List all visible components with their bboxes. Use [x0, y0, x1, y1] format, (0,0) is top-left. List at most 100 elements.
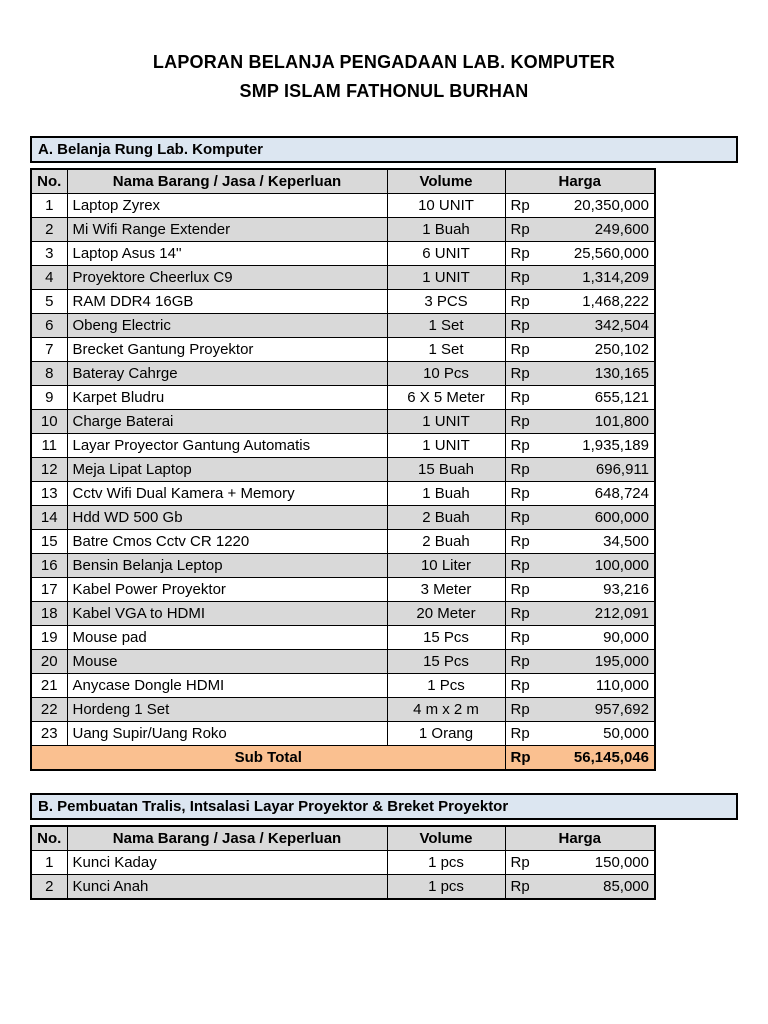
item-price: Rp 85,000	[504, 874, 656, 900]
item-name: Bateray Cahrge	[66, 361, 388, 386]
table-row: 2 Mi Wifi Range Extender 1 Buah Rp 249,600	[30, 217, 656, 242]
item-price: Rp 600,000	[504, 505, 656, 530]
row-number: 1	[30, 850, 68, 875]
section-a-header: A. Belanja Rung Lab. Komputer	[30, 136, 738, 163]
item-name: Mouse	[66, 649, 388, 674]
currency-label: Rp	[510, 629, 530, 646]
table-row: 2 Kunci Anah 1 pcs Rp 85,000	[30, 874, 656, 900]
amount: 648,724	[594, 485, 649, 502]
report-title: LAPORAN BELANJA PENGADAAN LAB. KOMPUTER …	[30, 48, 738, 106]
item-volume: 1 Buah	[386, 217, 506, 242]
row-number: 18	[30, 601, 68, 626]
table-row: 9 Karpet Bludru 6 X 5 Meter Rp 655,121	[30, 385, 656, 410]
table-row: 22 Hordeng 1 Set 4 m x 2 m Rp 957,692	[30, 697, 656, 722]
table-row: 19 Mouse pad 15 Pcs Rp 90,000	[30, 625, 656, 650]
column-header-no: No.	[30, 168, 68, 194]
table-row: 20 Mouse 15 Pcs Rp 195,000	[30, 649, 656, 674]
item-price: Rp 957,692	[504, 697, 656, 722]
column-header-volume: Volume	[386, 168, 506, 194]
currency-label: Rp	[510, 293, 530, 310]
item-name: Layar Proyector Gantung Automatis	[66, 433, 388, 458]
item-price: Rp 696,911	[504, 457, 656, 482]
amount: 93,216	[603, 581, 649, 598]
amount: 25,560,000	[573, 245, 649, 262]
item-name: Hdd WD 500 Gb	[66, 505, 388, 530]
row-number: 10	[30, 409, 68, 434]
item-price: Rp 212,091	[504, 601, 656, 626]
currency-label: Rp	[510, 437, 530, 454]
currency-label: Rp	[510, 509, 530, 526]
table-row: 6 Obeng Electric 1 Set Rp 342,504	[30, 313, 656, 338]
item-price: Rp 150,000	[504, 850, 656, 875]
column-header-no: No.	[30, 825, 68, 851]
item-volume: 1 pcs	[386, 850, 506, 875]
row-number: 20	[30, 649, 68, 674]
item-name: Proyektore Cheerlux C9	[66, 265, 388, 290]
amount: 50,000	[603, 725, 649, 742]
item-name: Kunci Kaday	[66, 850, 388, 875]
item-volume: 10 UNIT	[386, 193, 506, 218]
item-name: Cctv Wifi Dual Kamera + Memory	[66, 481, 388, 506]
row-number: 19	[30, 625, 68, 650]
subtotal-price: Rp 56,145,046	[504, 745, 656, 771]
row-number: 8	[30, 361, 68, 386]
item-price: Rp 101,800	[504, 409, 656, 434]
item-name: Mi Wifi Range Extender	[66, 217, 388, 242]
amount: 20,350,000	[573, 197, 649, 214]
item-price: Rp 50,000	[504, 721, 656, 746]
currency-label: Rp	[510, 533, 530, 550]
item-price: Rp 1,935,189	[504, 433, 656, 458]
item-price: Rp 1,468,222	[504, 289, 656, 314]
currency-label: Rp	[510, 653, 530, 670]
section-b-body: 1 Kunci Kaday 1 pcs Rp 150,000 2 Kunci Anah 1 p…	[30, 850, 656, 900]
amount: 150,000	[594, 854, 649, 871]
amount: 34,500	[603, 533, 649, 550]
item-price: Rp 34,500	[504, 529, 656, 554]
row-number: 2	[30, 217, 68, 242]
item-price: Rp 342,504	[504, 313, 656, 338]
item-volume: 15 Buah	[386, 457, 506, 482]
item-name: Laptop Asus 14''	[66, 241, 388, 266]
item-volume: 15 Pcs	[386, 649, 506, 674]
section-b-table: No. Nama Barang / Jasa / Keperluan Volum…	[30, 825, 656, 900]
currency-label: Rp	[510, 605, 530, 622]
currency-label: Rp	[510, 341, 530, 358]
item-name: Karpet Bludru	[66, 385, 388, 410]
column-header-harga: Harga	[504, 168, 656, 194]
currency-label: Rp	[510, 389, 530, 406]
table-row: 4 Proyektore Cheerlux C9 1 UNIT Rp 1,314,209	[30, 265, 656, 290]
item-name: Laptop Zyrex	[66, 193, 388, 218]
row-number: 2	[30, 874, 68, 900]
row-number: 17	[30, 577, 68, 602]
table-row: 8 Bateray Cahrge 10 Pcs Rp 130,165	[30, 361, 656, 386]
item-name: Kunci Anah	[66, 874, 388, 900]
currency-label: Rp	[510, 269, 530, 286]
amount: 342,504	[594, 317, 649, 334]
currency-label: Rp	[510, 701, 530, 718]
amount: 655,121	[594, 389, 649, 406]
item-volume: 2 Buah	[386, 529, 506, 554]
column-header-name: Nama Barang / Jasa / Keperluan	[66, 168, 388, 194]
item-volume: 1 UNIT	[386, 265, 506, 290]
row-number: 14	[30, 505, 68, 530]
item-volume: 20 Meter	[386, 601, 506, 626]
item-volume: 10 Pcs	[386, 361, 506, 386]
amount: 130,165	[594, 365, 649, 382]
currency-label: Rp	[510, 317, 530, 334]
table-row: 1 Laptop Zyrex 10 UNIT Rp 20,350,000	[30, 193, 656, 218]
currency-label: Rp	[510, 581, 530, 598]
table-row: 16 Bensin Belanja Leptop 10 Liter Rp 100,000	[30, 553, 656, 578]
item-name: Charge Baterai	[66, 409, 388, 434]
item-name: Bensin Belanja Leptop	[66, 553, 388, 578]
item-volume: 3 PCS	[386, 289, 506, 314]
item-price: Rp 655,121	[504, 385, 656, 410]
item-price: Rp 100,000	[504, 553, 656, 578]
amount: 250,102	[594, 341, 649, 358]
item-volume: 10 Liter	[386, 553, 506, 578]
table-row: 1 Kunci Kaday 1 pcs Rp 150,000	[30, 850, 656, 875]
table-row: 5 RAM DDR4 16GB 3 PCS Rp 1,468,222	[30, 289, 656, 314]
item-name: Uang Supir/Uang Roko	[66, 721, 388, 746]
item-price: Rp 250,102	[504, 337, 656, 362]
currency-label: Rp	[510, 854, 530, 871]
row-number: 11	[30, 433, 68, 458]
